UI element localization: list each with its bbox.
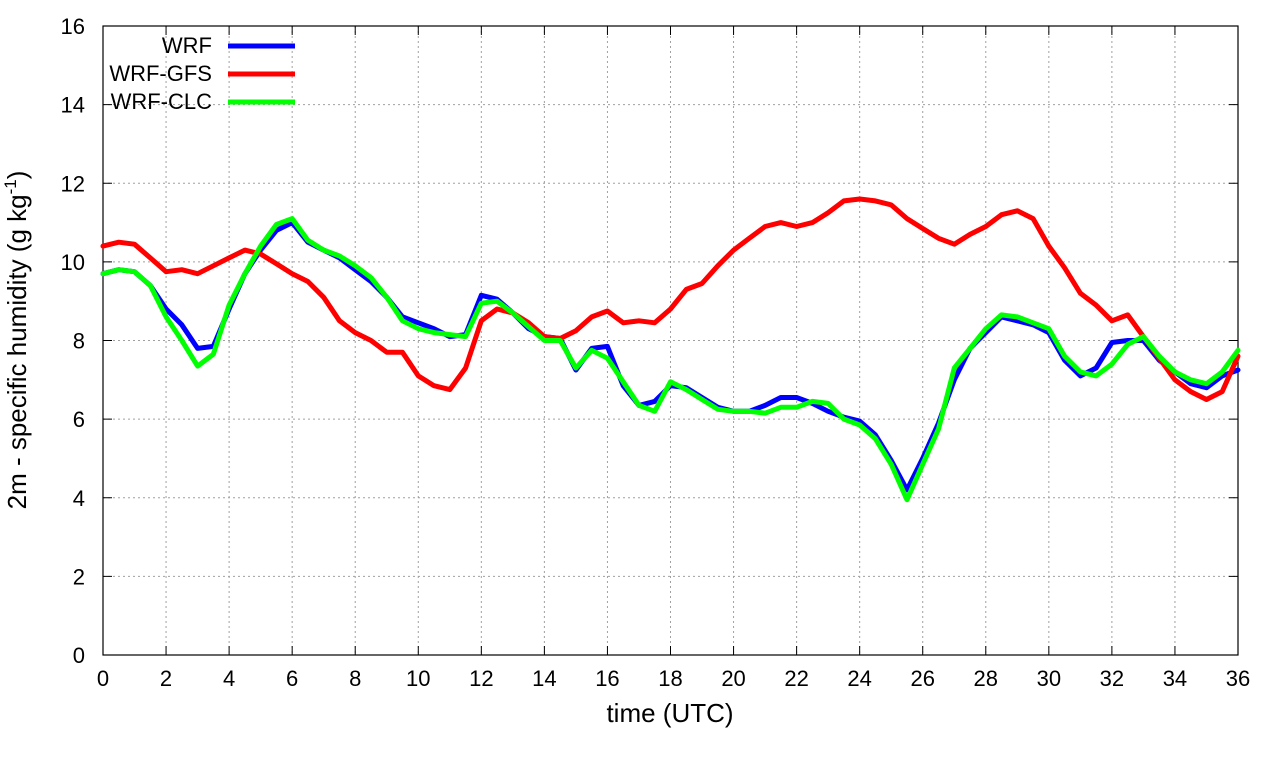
x-tick-label: 16 [595, 666, 619, 691]
x-tick-label: 32 [1100, 666, 1124, 691]
x-tick-label: 30 [1037, 666, 1061, 691]
y-axis-title-superscript: -1 [1, 179, 20, 194]
x-tick-label: 20 [721, 666, 745, 691]
y-axis-title-main: 2m - specific humidity (g kg [2, 194, 32, 509]
x-tick-label: 12 [469, 666, 493, 691]
series-line-wrf-gfs [100, 196, 1241, 402]
x-tick-label: 24 [847, 666, 871, 691]
y-tick-label: 16 [61, 14, 85, 39]
y-tick-label: 12 [61, 171, 85, 196]
x-tick-label: 4 [223, 666, 235, 691]
x-tick-label: 26 [910, 666, 934, 691]
x-tick-label: 18 [658, 666, 682, 691]
legend-label-wrf-gfs: WRF-GFS [109, 61, 212, 86]
legend-label-wrf: WRF [162, 33, 212, 58]
grid-lines [103, 26, 1238, 655]
x-tick-label: 14 [532, 666, 556, 691]
x-tick-label: 22 [784, 666, 808, 691]
series-line-wrf-clc [100, 216, 1241, 503]
y-tick-label: 8 [73, 329, 85, 354]
legend: WRF WRF-GFS WRF-CLC [109, 33, 295, 114]
y-axis-title-end: ) [2, 171, 32, 180]
y-tick-label: 10 [61, 250, 85, 275]
axis-ticks: 0 2 4 6 8 10 12 14 16 18 20 22 24 26 28 30 32 34 360246810… [61, 14, 1251, 691]
x-tick-label: 8 [349, 666, 361, 691]
y-tick-label: 2 [73, 564, 85, 589]
y-axis-title: 2m - specific humidity (g kg-1) [1, 171, 32, 510]
x-tick-label: 0 [97, 666, 109, 691]
x-tick-label: 10 [406, 666, 430, 691]
series-lines [100, 196, 1241, 503]
y-tick-label: 4 [73, 486, 85, 511]
x-axis-title: time (UTC) [606, 698, 733, 728]
x-tick-label: 6 [286, 666, 298, 691]
x-tick-label: 28 [974, 666, 998, 691]
legend-label-wrf-clc: WRF-CLC [111, 89, 213, 114]
y-tick-label: 0 [73, 643, 85, 668]
x-tick-label: 34 [1163, 666, 1187, 691]
x-tick-label: 36 [1226, 666, 1250, 691]
y-tick-label: 6 [73, 407, 85, 432]
y-tick-label: 14 [61, 93, 85, 118]
x-tick-label: 2 [160, 666, 172, 691]
